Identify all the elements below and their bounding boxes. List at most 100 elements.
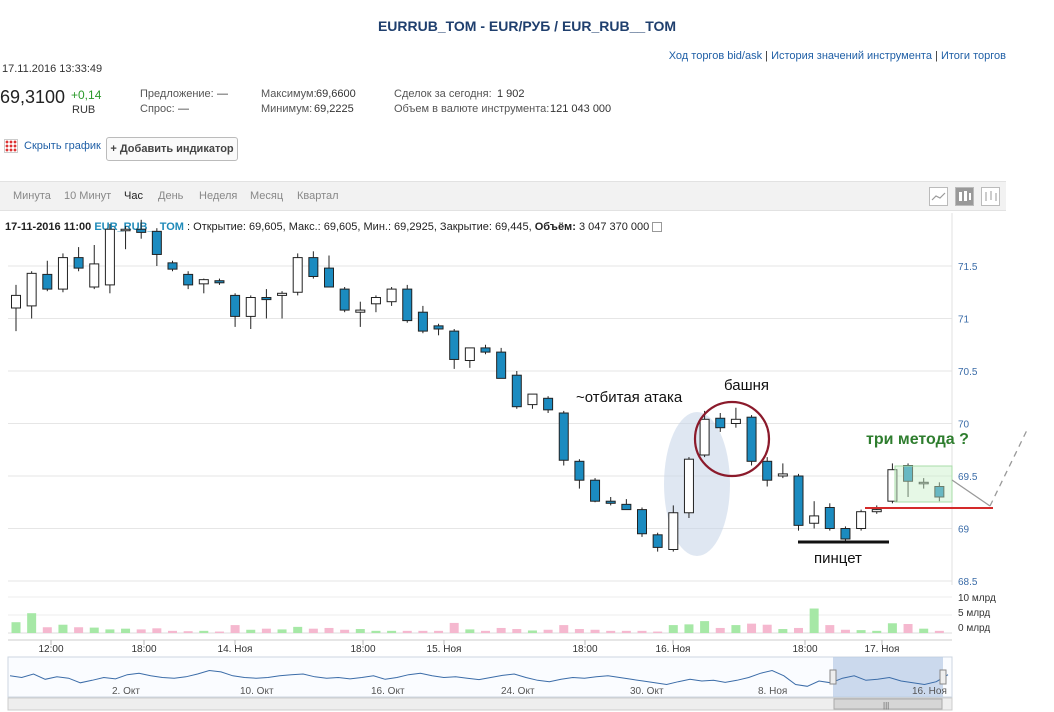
projection-dashed-line	[989, 427, 1029, 507]
candle-body	[433, 325, 444, 330]
timeframe-tabs: Минута 10 Минут Час День Неделя Месяц Кв…	[0, 181, 1006, 211]
volume-bar	[293, 626, 303, 633]
link-bid-ask[interactable]: Ход торгов bid/ask	[668, 50, 763, 62]
candle-chart-view-icon[interactable]	[955, 187, 974, 206]
volume-bar	[481, 630, 490, 633]
candle-body	[449, 330, 460, 360]
x-tick-label: 18:00	[350, 644, 375, 655]
volume-bar	[214, 631, 224, 633]
candle-body	[668, 512, 679, 550]
candle-body	[277, 292, 288, 296]
candle-body	[511, 374, 522, 408]
tab-day[interactable]: День	[158, 190, 184, 202]
candle-body	[637, 509, 647, 535]
min-value: 69,2225	[314, 103, 354, 115]
volume-bar	[715, 627, 725, 633]
tab-week[interactable]: Неделя	[199, 190, 238, 202]
volume-bar	[371, 630, 381, 633]
candle-body	[699, 418, 710, 456]
navigator-selection	[833, 657, 943, 697]
quote-datetime: 17.11.2016 13:33:49	[2, 63, 103, 75]
tab-quarter[interactable]: Квартал	[297, 190, 339, 202]
volume-bar	[778, 629, 788, 633]
volume-bar	[496, 627, 506, 633]
candle-body	[292, 257, 303, 293]
candle-body	[464, 347, 475, 361]
candle-body	[183, 273, 194, 286]
x-tick-label: 15. Ноя	[427, 644, 462, 655]
volume-bar	[465, 629, 475, 633]
ohlc-readout: 17-11-2016 11:00 EUR_RUB__TOM : Открытие…	[5, 221, 663, 233]
link-history[interactable]: История значений инструмента	[771, 50, 932, 62]
candle-body	[543, 397, 554, 411]
candle-body	[527, 393, 538, 406]
candle-body	[57, 257, 68, 290]
candle-body	[715, 417, 726, 429]
candle-body	[856, 511, 867, 530]
volume-bar	[762, 624, 772, 633]
list-icon[interactable]	[652, 222, 663, 233]
candle-body	[918, 481, 929, 485]
line-chart-view-icon[interactable]	[929, 187, 948, 206]
volume-bar	[11, 622, 21, 633]
volume-bar	[152, 628, 162, 633]
volume-bar	[543, 629, 553, 633]
volume-label: Объем в валюте инструмента:	[394, 103, 550, 115]
volume-bar	[794, 627, 803, 633]
max-label: Максимум:	[261, 88, 317, 100]
navigator-scroll-thumb	[833, 698, 943, 710]
demand-label: Спрос:	[140, 103, 175, 115]
header-links: Ход торгов bid/ask | История значений ин…	[668, 50, 1006, 62]
tab-hour[interactable]: Час	[124, 190, 143, 202]
volume-bar	[434, 630, 444, 633]
time-axis: 12:00 18:00 14. Ноя 18:00 15. Ноя 18:00 16. Но…	[8, 639, 952, 655]
candle-body	[824, 507, 835, 529]
volume-bar	[246, 629, 256, 633]
tab-minute[interactable]: Минута	[13, 190, 51, 202]
candle-body	[198, 279, 209, 285]
navigator-label: 24. Окт	[501, 686, 535, 697]
hide-chart-button[interactable]: Скрыть график	[4, 139, 101, 153]
volume-bar	[621, 630, 631, 633]
volume-bar	[42, 627, 52, 633]
x-tick-label: 18:00	[572, 644, 597, 655]
volume-bar	[355, 629, 365, 633]
candle-body	[558, 412, 569, 461]
volume-bar	[653, 631, 663, 633]
volume-bar	[105, 629, 115, 633]
page-title: EURRUB_TOM - EUR/РУБ / EUR_RUB__TOM	[377, 18, 677, 34]
volume-bar	[731, 625, 741, 633]
y-tick-label: 70.5	[958, 367, 978, 378]
volume-bar	[527, 630, 537, 633]
navigator-label: 16. Ноя	[912, 686, 947, 697]
projection-line	[951, 479, 991, 507]
link-results[interactable]: Итоги торгов	[940, 50, 1006, 62]
candle-body	[840, 528, 851, 540]
volume-bar	[121, 628, 131, 633]
annotations: ~отбитая атака башня три метода ? пинцет	[576, 377, 1029, 567]
three-methods-box	[894, 465, 953, 503]
candles	[11, 219, 945, 552]
price-axis: 71.5 71 70.5 70 69.5 69 68.5	[958, 262, 978, 588]
y-tick-label: 71.5	[958, 262, 978, 273]
tab-10-minutes[interactable]: 10 Минут	[64, 190, 112, 202]
navigator-label: 8. Ноя	[758, 686, 787, 697]
volume-axis: 10 млрд 5 млрд 0 млрд	[958, 593, 996, 634]
volume-bar	[58, 624, 68, 633]
annotation-tower: башня	[724, 377, 769, 394]
volume-bar	[919, 628, 929, 633]
tab-month[interactable]: Месяц	[250, 190, 284, 202]
ohlc-chart-view-icon[interactable]	[981, 187, 1000, 206]
x-tick-label: 17. Ноя	[865, 644, 900, 655]
add-indicator-button[interactable]: + Добавить индикатор	[106, 137, 238, 161]
candle-body	[89, 263, 100, 288]
candle-body	[136, 228, 147, 233]
volume-bars	[8, 596, 952, 634]
hide-chart-label: Скрыть график	[24, 140, 101, 152]
candle-body	[871, 509, 882, 513]
demand-value: —	[178, 103, 189, 115]
volume-bar	[747, 623, 757, 633]
navigator-handle-left	[829, 669, 837, 685]
candle-body	[793, 475, 804, 526]
candle-body	[120, 228, 131, 232]
